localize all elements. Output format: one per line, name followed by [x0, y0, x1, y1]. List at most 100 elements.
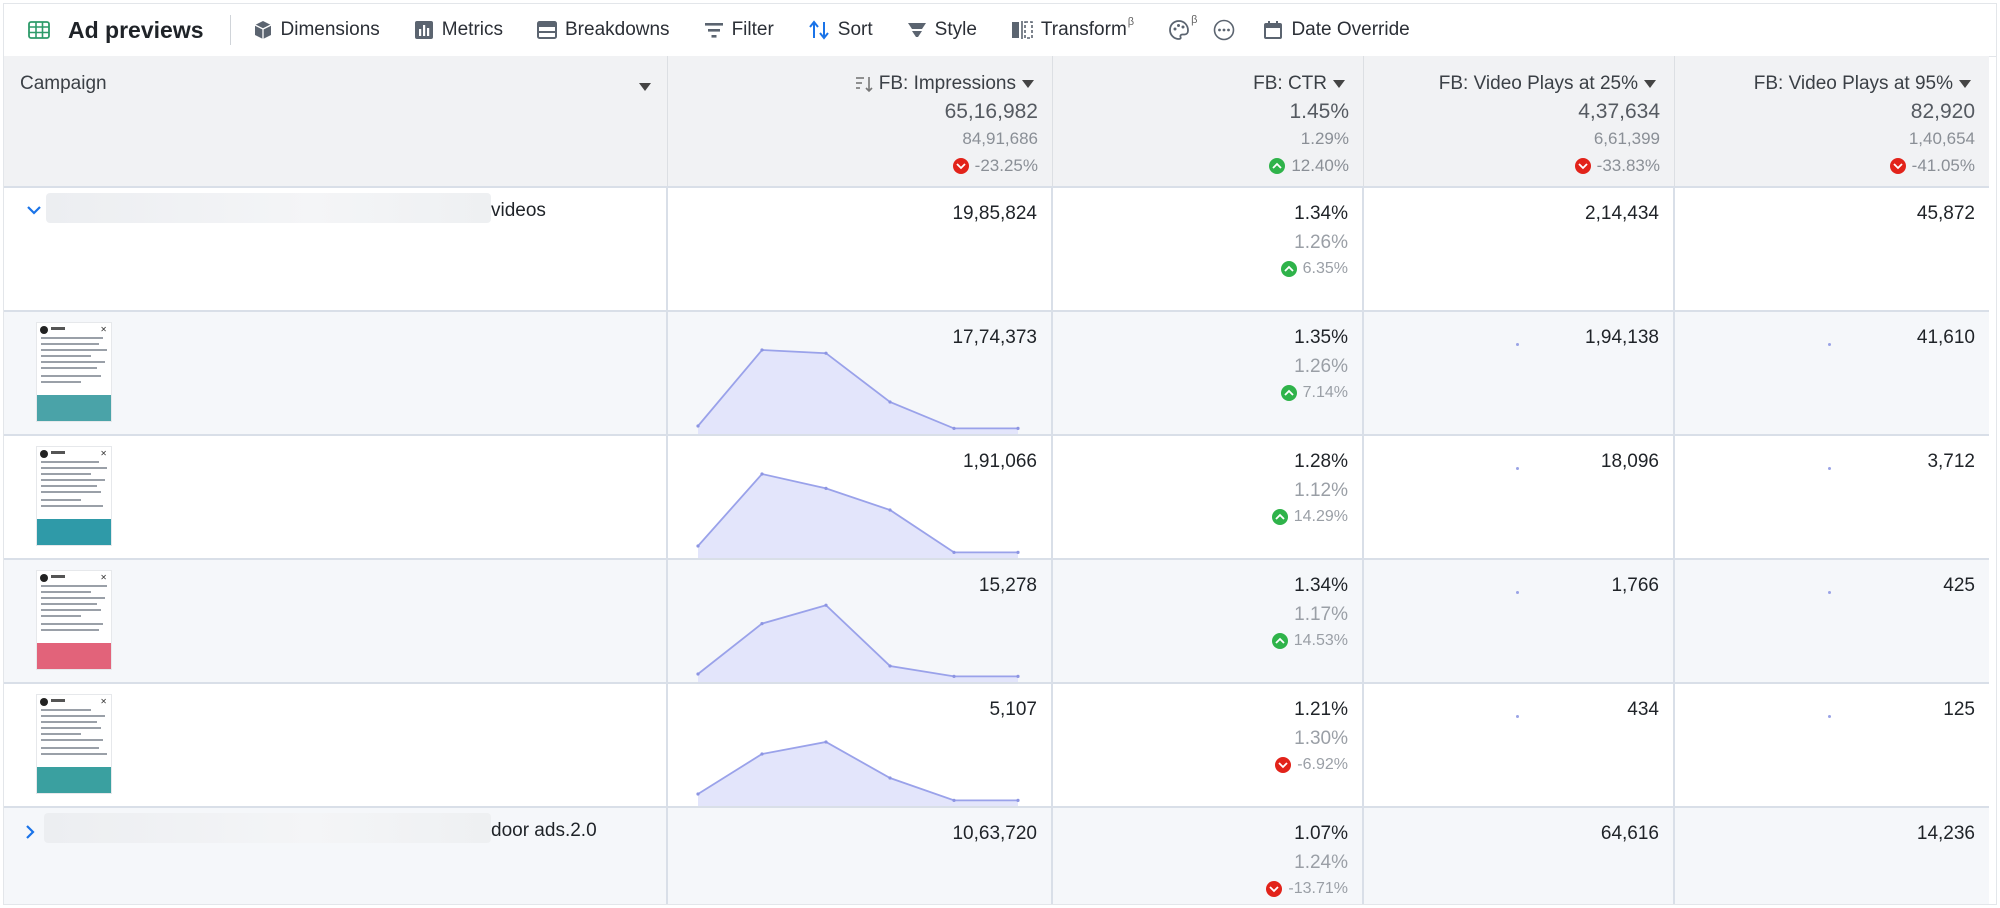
chevron-down-icon[interactable]	[1644, 80, 1656, 88]
chevron-down-icon[interactable]	[1022, 80, 1034, 88]
thumbnail-text-line	[41, 499, 81, 501]
thumbnail-text-line	[41, 349, 107, 351]
trend-down-icon	[1889, 158, 1906, 174]
ad-thumbnail[interactable]: ✕	[36, 694, 112, 794]
table-row[interactable]: ✕ 15,278 1.34% 1.17% 14.53%	[4, 560, 1989, 684]
ad-thumbnail[interactable]: ✕	[36, 322, 112, 422]
redacted-campaign-name	[44, 813, 491, 843]
ctr-change: 6.35%	[1280, 260, 1348, 278]
thumbnail-image	[37, 395, 111, 421]
ad-thumbnail[interactable]: ✕	[36, 446, 112, 546]
sort-descending-icon	[855, 77, 873, 93]
trend-up-icon	[1280, 261, 1297, 277]
style-icon	[907, 23, 926, 37]
thumbnail-text-line	[41, 629, 99, 631]
plays95-compare: 1,40,654	[1908, 129, 1975, 148]
transform-button[interactable]: Transformβ	[1011, 16, 1135, 41]
table-row[interactable]: ✕ 1,91,066 1.28% 1.12% 14.29%	[4, 436, 1989, 560]
plays95-column-header[interactable]: FB: Video Plays at 95% 82,920 1,40,654 -…	[1675, 56, 1989, 186]
chevron-down-icon[interactable]	[26, 204, 42, 216]
plays95-total: 82,920	[1910, 100, 1975, 123]
campaign-column-header[interactable]: Campaign	[4, 56, 668, 186]
ctr-value: 1.28%	[1294, 451, 1348, 472]
style-button[interactable]: Style	[907, 19, 977, 41]
ad-preview-cell[interactable]: ✕	[4, 560, 668, 682]
ctr-change: 12.40%	[1269, 156, 1349, 176]
ad-preview-cell[interactable]: ✕	[4, 684, 668, 806]
transform-label: Transformβ	[1040, 16, 1135, 40]
palette-icon	[1169, 20, 1190, 40]
thumbnail-image	[37, 643, 111, 669]
avatar	[40, 574, 48, 582]
trend-down-icon	[952, 158, 969, 174]
sparkline-point	[1516, 591, 1519, 594]
impressions-sparkline	[696, 348, 1020, 434]
filter-button[interactable]: Filter	[704, 19, 774, 41]
date-override-button[interactable]: Date Override	[1263, 19, 1410, 41]
impressions-value: 10,63,720	[952, 823, 1037, 844]
sort-icon	[809, 20, 829, 40]
table-row[interactable]: videos 19,85,824 1.34% 1.26% 6.35% 2,14,…	[4, 188, 1989, 312]
plays95-value: 3,712	[1927, 451, 1975, 472]
close-icon: ✕	[100, 449, 107, 458]
ctr-compare: 1.24%	[1294, 852, 1348, 873]
sparkline-point	[1516, 343, 1519, 346]
chevron-down-icon[interactable]	[1959, 80, 1971, 88]
chevron-down-icon[interactable]	[1333, 80, 1345, 88]
style-label: Style	[934, 19, 977, 40]
plays95-header-name: FB: Video Plays at 95%	[1754, 73, 1971, 95]
campaign-cell[interactable]: videos	[4, 188, 668, 310]
breakdowns-button[interactable]: Breakdowns	[537, 19, 670, 41]
ctr-value: 1.07%	[1294, 823, 1348, 844]
metrics-button[interactable]: Metrics	[414, 19, 503, 41]
transform-icon	[1011, 21, 1033, 39]
chevron-down-icon[interactable]	[639, 83, 651, 91]
impressions-value: 15,278	[978, 575, 1037, 596]
palette-beta-badge: β	[1191, 14, 1198, 26]
table-row[interactable]: ✕ 5,107 1.21% 1.30% -6.92%	[4, 684, 1989, 808]
sparkline-point	[1828, 343, 1831, 346]
thumbnail-text-line	[41, 367, 97, 369]
thumbnail-image	[37, 519, 111, 545]
ctr-compare: 1.12%	[1294, 480, 1348, 501]
impressions-column-header[interactable]: FB: Impressions 65,16,982 84,91,686 -23.…	[668, 56, 1053, 186]
chevron-right-icon[interactable]	[24, 824, 36, 840]
ad-preview-cell[interactable]: ✕	[4, 436, 668, 558]
thumbnail-text-line	[41, 715, 105, 717]
ad-preview-cell[interactable]: ✕	[4, 312, 668, 434]
ctr-column-header[interactable]: FB: CTR 1.45% 1.29% 12.40%	[1053, 56, 1364, 186]
impressions-value: 19,85,824	[952, 203, 1037, 224]
cube-icon	[254, 21, 271, 39]
plays25-total: 4,37,634	[1578, 100, 1660, 123]
ctr-value: 1.35%	[1294, 327, 1348, 348]
ctr-change: 14.53%	[1271, 632, 1348, 650]
plays25-value: 2,14,434	[1585, 203, 1659, 224]
impressions-sparkline	[696, 472, 1020, 558]
ad-thumbnail[interactable]: ✕	[36, 570, 112, 670]
thumbnail-text-line	[41, 337, 103, 339]
thumbnail-text-line	[41, 585, 107, 587]
table-row[interactable]: ✕ 17,74,373 1.35% 1.26% 7.14%	[4, 312, 1989, 436]
plays25-column-header[interactable]: FB: Video Plays at 25% 4,37,634 6,61,399…	[1364, 56, 1675, 186]
thumbnail-text-line	[41, 623, 103, 625]
dimensions-button[interactable]: Dimensions	[253, 19, 380, 41]
thumbnail-text-line	[41, 467, 107, 469]
beta-badge: β	[1127, 16, 1135, 28]
plays25-change: -33.83%	[1574, 156, 1660, 176]
palette-button[interactable]: β	[1168, 14, 1197, 41]
thumbnail-text-line	[41, 473, 91, 475]
ctr-change: 14.29%	[1271, 508, 1348, 526]
table-row[interactable]: door ads.2.0 10,63,720 1.07% 1.24% -13.7…	[4, 808, 1989, 904]
ctr-value: 1.34%	[1294, 203, 1348, 224]
trend-up-icon	[1269, 158, 1286, 174]
redacted-campaign-name	[46, 193, 491, 223]
sort-button[interactable]: Sort	[808, 19, 873, 41]
more-options-button[interactable]	[1213, 19, 1235, 41]
thumbnail-text-line	[41, 597, 105, 599]
campaign-cell[interactable]: door ads.2.0	[4, 808, 668, 904]
plays25-value: 434	[1627, 699, 1659, 720]
plays25-compare: 6,61,399	[1593, 129, 1660, 148]
thumbnail-text-line	[41, 739, 103, 741]
ctr-total: 1.45%	[1289, 100, 1349, 123]
sparkline-line	[697, 473, 1018, 554]
